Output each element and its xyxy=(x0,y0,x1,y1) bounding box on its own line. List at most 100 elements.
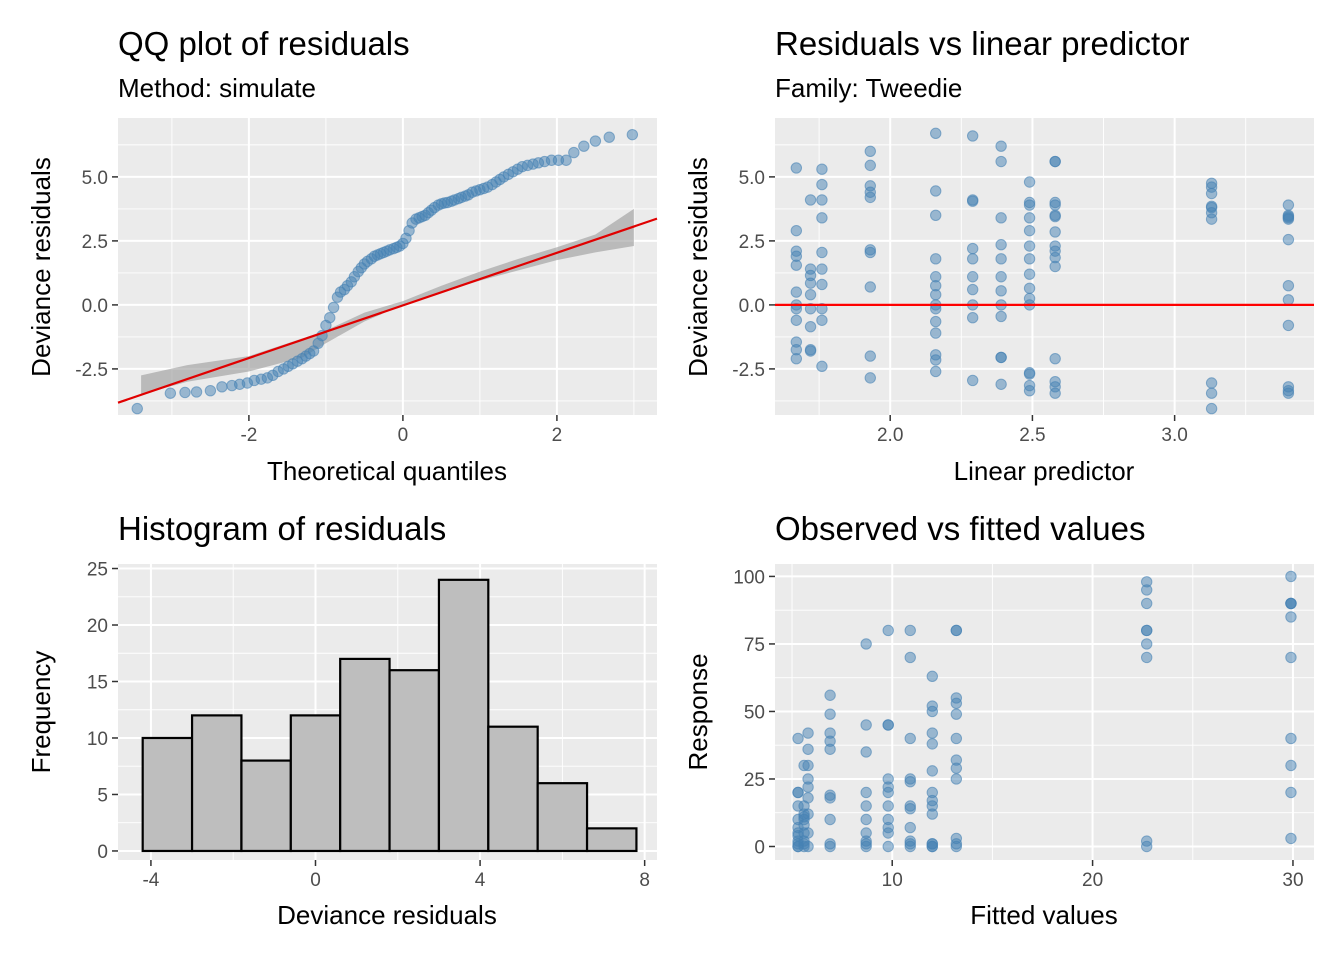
ovf-point xyxy=(904,802,916,815)
rvl-point xyxy=(966,194,979,206)
hist-bar xyxy=(536,782,589,853)
rvl-point xyxy=(1023,384,1036,397)
rvl-y-label: Deviance residuals xyxy=(683,157,713,377)
rvl-y-tick-label: -2.5 xyxy=(732,360,765,381)
ovf-point xyxy=(1140,638,1153,650)
rvl-x-tick-label: 2.5 xyxy=(1019,425,1045,446)
ovf-point xyxy=(824,689,836,701)
ovf-point xyxy=(882,624,894,637)
hist-x-label: Deviance residuals xyxy=(277,900,497,930)
rvl-point xyxy=(790,303,803,315)
ovf-point xyxy=(1140,651,1153,664)
hist-y-label: Frequency xyxy=(26,651,56,774)
ovf-point xyxy=(802,792,814,804)
qq-point xyxy=(626,128,639,141)
rvl-point xyxy=(1282,213,1295,225)
ovf-point xyxy=(904,821,916,834)
rvl-point xyxy=(1282,319,1295,332)
rvl-point xyxy=(1023,253,1036,265)
rvl-point xyxy=(864,145,876,157)
ovf-point xyxy=(926,670,938,683)
qq-point xyxy=(131,402,143,415)
rvl-point xyxy=(930,354,942,366)
rvl-point xyxy=(790,259,803,271)
ovf-point xyxy=(882,786,894,799)
ovf-point xyxy=(950,762,963,774)
qq-title: QQ plot of residuals xyxy=(118,25,410,62)
rvl-point xyxy=(930,253,942,265)
rvl-point xyxy=(1282,294,1295,306)
rvl-point xyxy=(864,372,876,384)
rvl-point xyxy=(816,246,828,259)
ovf-point xyxy=(802,827,814,839)
rvl-subtitle: Family: Tweedie xyxy=(775,73,962,103)
rvl-point xyxy=(804,320,817,333)
qq-y-label: Deviance residuals xyxy=(26,157,56,377)
hist-y-tick-label: 10 xyxy=(87,729,108,750)
ovf-point xyxy=(860,746,872,758)
rvl-point xyxy=(1205,377,1218,389)
ovf-point xyxy=(950,773,963,785)
hist-x-tick-label: 0 xyxy=(310,870,321,891)
qq-y-tick-label: 0.0 xyxy=(82,296,108,317)
rvl-x-tick-label: 3.0 xyxy=(1161,425,1187,446)
rvl-x-tick-label: 2.0 xyxy=(877,425,903,446)
ovf-point xyxy=(1285,832,1297,845)
ovf-point xyxy=(904,651,916,664)
hist-y-tick-label: 25 xyxy=(87,560,108,581)
rvl-point xyxy=(995,155,1007,168)
rvl-points xyxy=(790,127,1295,415)
rvl-point xyxy=(816,303,828,315)
rvl-point xyxy=(1023,199,1036,211)
rvl-point xyxy=(966,312,979,324)
ovf-x-label: Fitted values xyxy=(970,900,1117,930)
hist-bar xyxy=(339,657,391,853)
rvl-point xyxy=(995,271,1007,283)
hist-y-tick-label: 0 xyxy=(97,842,108,863)
rvl-title: Residuals vs linear predictor xyxy=(775,25,1190,62)
ovf-point xyxy=(926,765,938,777)
rvl-point xyxy=(966,130,979,142)
rvl-point xyxy=(790,286,803,298)
qq-point xyxy=(560,154,572,166)
rvl-y-tick-label: 5.0 xyxy=(739,168,765,189)
rvl-point xyxy=(1205,213,1218,225)
rvl-point xyxy=(816,163,828,175)
ovf-y-tick-label: 25 xyxy=(744,770,765,791)
rvl-point xyxy=(930,315,942,328)
qq-y-tick-label: -2.5 xyxy=(75,360,108,381)
rvl-x-ticks: 2.0 2.5 3.0 xyxy=(877,415,1188,446)
qq-x-label: Theoretical quantiles xyxy=(267,456,507,486)
ovf-point xyxy=(950,624,963,637)
rvl-point xyxy=(995,378,1007,390)
qq-point xyxy=(164,387,177,399)
qq-x-ticks: -2 0 2 xyxy=(240,415,562,446)
hist-bars xyxy=(141,578,638,853)
qq-point xyxy=(578,140,590,152)
rvl-point xyxy=(816,212,828,224)
ovf-point xyxy=(1285,759,1297,772)
ovf-point xyxy=(1140,597,1153,610)
qq-grid xyxy=(118,118,657,415)
rvl-point xyxy=(804,345,817,357)
ovf-x-tick-label: 10 xyxy=(882,870,903,891)
hist-title: Histogram of residuals xyxy=(118,510,446,547)
qq-panel: QQ plot of residuals Method: simulate -2… xyxy=(26,25,658,486)
ovf-y-label: Response xyxy=(683,653,713,770)
hist-bar xyxy=(141,736,194,853)
qq-point xyxy=(324,312,336,324)
ovf-point xyxy=(824,708,836,720)
rvl-point xyxy=(1023,282,1036,294)
ovf-title: Observed vs fitted values xyxy=(775,510,1146,547)
ovf-point xyxy=(802,727,814,739)
ovf-point xyxy=(802,808,814,820)
hist-y-tick-label: 5 xyxy=(97,785,108,806)
rvl-point xyxy=(816,178,828,191)
qq-subtitle: Method: simulate xyxy=(118,73,316,103)
ovf-point xyxy=(802,781,814,793)
rvl-x-label: Linear predictor xyxy=(954,456,1135,486)
ovf-point xyxy=(882,719,894,731)
rvl-point xyxy=(995,285,1007,297)
ovf-x-tick-label: 20 xyxy=(1082,870,1103,891)
rvl-point xyxy=(864,191,876,204)
